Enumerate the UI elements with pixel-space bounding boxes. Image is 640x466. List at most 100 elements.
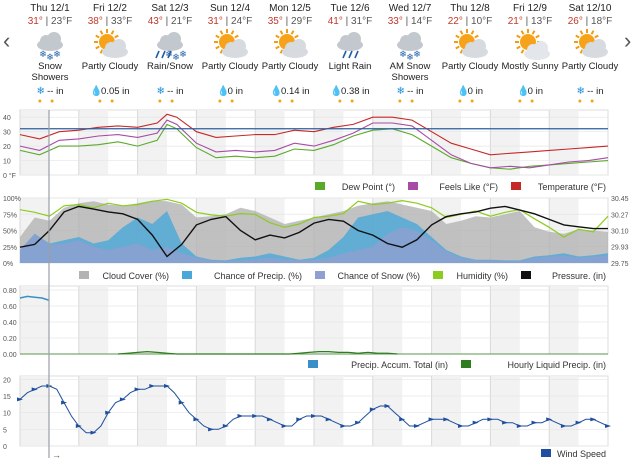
rain-snow-icon: ❄ ❄ ❄ [155, 32, 187, 62]
low-temp: 13°F [531, 16, 553, 27]
next-arrow-button[interactable]: › [624, 28, 632, 53]
y-tick-label: 0.40 [3, 320, 17, 327]
day-date: Tue 12/6 [330, 3, 370, 14]
day-column[interactable]: Wed 12/7 33° | 14°F ❄ ❄ ❄ AM Snow Showers ❄ --… [380, 0, 440, 106]
wind-arrow-icon [193, 417, 200, 422]
sun-ray [516, 34, 521, 39]
series-line [19, 205, 608, 258]
night-shade [137, 286, 167, 354]
temp-separator: | [402, 16, 412, 27]
previous-arrow-button[interactable]: ‹ [3, 28, 11, 53]
sun-moon-dots-icon: ●● [457, 98, 483, 105]
wind-arrow-icon [546, 417, 553, 422]
day-column[interactable]: Thu 12/8 22° | 10°F Partly Cloudy 💧 0 in ●● [440, 0, 500, 106]
high-temp: 31° [207, 16, 223, 27]
sun-moon-dots-icon: ●● [97, 98, 123, 105]
sun-ray [516, 45, 521, 50]
partly-cloudy-icon [574, 29, 608, 58]
weather-icon [210, 29, 250, 61]
wind-arrow-icon [17, 397, 23, 402]
y-tick-label: 40 [3, 115, 11, 122]
legend-label: Feels Like (°F) [439, 182, 498, 192]
sun-ray [455, 34, 460, 39]
night-shade [431, 376, 461, 446]
day-column[interactable]: Tue 12/6 41° | 31°F Light Rain 💧 0.38 in ●● [320, 0, 380, 106]
wind-arrow-icon [472, 420, 479, 425]
wind-arrow-icon [531, 420, 538, 425]
snowflake-glyph: ❄ [165, 49, 173, 59]
night-shade [255, 110, 285, 175]
night-shade [490, 110, 520, 175]
light-rain-icon [337, 32, 363, 59]
high-temp: 43° [147, 16, 163, 27]
night-shade [372, 110, 403, 175]
cloud-shape [112, 39, 126, 53]
day-date: Thu 12/1 [30, 3, 70, 14]
wind-arrow-icon [208, 427, 215, 432]
wind-arrow-icon [399, 417, 406, 422]
legend-label: Hourly Liquid Precip. (in) [507, 360, 606, 370]
y-tick-label: 30 [3, 130, 11, 137]
sun-moon-dots-icon: ●● [577, 98, 603, 105]
wind-arrow-icon [31, 387, 38, 392]
rain-streak [167, 50, 172, 59]
series-line [19, 119, 609, 169]
day-column[interactable]: Fri 12/9 21° | 13°F Mostly Sunny 💧 0 in ●● [500, 0, 560, 106]
wind-arrow-icon [296, 417, 303, 422]
sun-ray [579, 49, 584, 54]
high-temp: 38° [87, 16, 103, 27]
sun-ray [219, 30, 224, 35]
day-precip: 💧 0.05 in [80, 86, 140, 98]
night-shade [490, 286, 520, 354]
sun-ray [579, 30, 584, 35]
partly-cloudy-icon [94, 29, 128, 58]
snowflake-icon: ❄ [576, 86, 585, 97]
day-temps: 33° | 14°F [380, 16, 440, 28]
sun-ray [290, 30, 295, 35]
snowflake-icon: ❄ [156, 86, 165, 97]
y-tick-label: 10 [3, 411, 11, 418]
day-precip: ❄ -- in [560, 86, 620, 98]
cloud-shape [347, 32, 361, 46]
day-column[interactable]: Mon 12/5 35° | 29°F Partly Cloudy 💧 0.14 in… [260, 0, 320, 106]
sun-ray [234, 34, 239, 39]
sun-ray [535, 34, 540, 39]
temp-separator: | [282, 16, 292, 27]
day-condition: Partly Cloudy [81, 61, 139, 72]
precip-amount: 0 in [465, 86, 483, 97]
low-temp: 29°F [291, 16, 313, 27]
y-tick-label: 0.60 [3, 304, 17, 311]
wind-arrow-icon [516, 424, 523, 428]
wind-arrow-icon [605, 424, 611, 428]
wind-arrow-icon [266, 417, 273, 422]
wind-arrow-icon [105, 410, 112, 415]
series-line [117, 350, 398, 355]
day-date: Mon 12/5 [269, 3, 311, 14]
legend-label: Chance of Snow (%) [337, 271, 420, 281]
raindrop-icon: 💧 [90, 86, 103, 97]
wind-arrow-icon [75, 424, 82, 428]
day-precip: ❄ -- in [140, 86, 200, 98]
y-tick-label: 0.00 [3, 352, 17, 359]
weather-icon [270, 29, 310, 61]
legend-swatch [315, 271, 325, 279]
day-column[interactable]: Fri 12/2 38° | 33°F Partly Cloudy 💧 0.05 in… [80, 0, 140, 106]
y2-tick-label: 29.75 [611, 261, 629, 268]
temp-separator: | [102, 16, 112, 27]
raindrop-icon: 💧 [330, 86, 343, 97]
sun-ray [95, 34, 100, 39]
day-column[interactable]: Sat 12/10 26° | 18°F Partly Cloudy ❄ -- in ●… [560, 0, 620, 106]
sun-moon-dots-icon: ●● [157, 98, 183, 105]
legend-label: Chance of Precip. (%) [214, 271, 302, 281]
day-precip: 💧 0 in [200, 86, 260, 98]
day-column[interactable]: Sat 12/3 43° | 21°F ❄ ❄ ❄ Rain/Snow ❄ -- in ●● [140, 0, 200, 106]
day-column[interactable]: Thu 12/1 31° | 23°F ❄ ❄ ❄ Snow Showers ❄ -- in… [20, 0, 80, 106]
wind-arrow-icon [590, 417, 597, 422]
legend-swatch [79, 271, 89, 279]
night-shade [20, 198, 50, 263]
day-column[interactable]: Sun 12/4 31° | 24°F Partly Cloudy 💧 0 in ●● [200, 0, 260, 106]
legend-swatch [315, 182, 325, 190]
weather-icon [510, 29, 550, 61]
y-tick-label: 100% [3, 196, 21, 203]
night-shade [372, 376, 403, 446]
